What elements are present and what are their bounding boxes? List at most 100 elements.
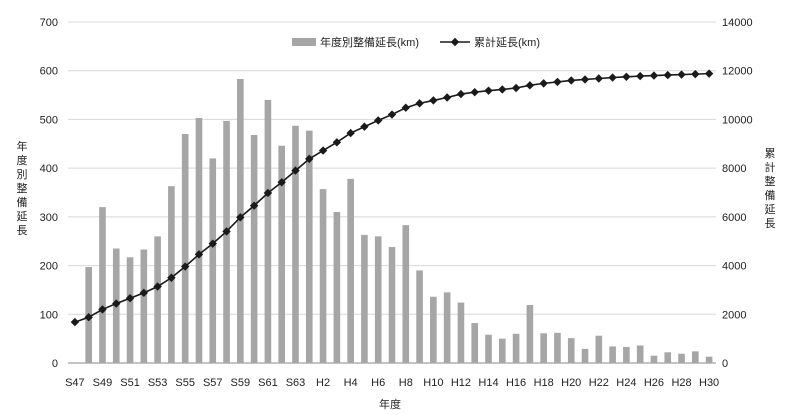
line-point: [498, 85, 507, 94]
bar: [361, 234, 368, 363]
axis-title-char: 度: [17, 153, 28, 167]
left-axis-title: 年度別整備延長: [17, 139, 28, 237]
x-tick-label: H20: [561, 377, 581, 389]
x-tick-label: S49: [93, 377, 113, 389]
x-axis-ticks: S47 S49 S51 S53 S55 S57 S59 S61 S63 H2 H4 H6 H8 H10 H1…: [65, 377, 719, 389]
line-point: [539, 79, 548, 88]
line-point: [442, 93, 452, 102]
x-tick-label: S51: [120, 377, 140, 389]
right-tick-label: 14000: [722, 17, 753, 29]
gridlines: [68, 21, 716, 364]
left-tick-label: 100: [40, 309, 58, 321]
line-point: [484, 86, 493, 95]
bar: [388, 247, 396, 363]
axis-title-char: 延: [765, 203, 776, 216]
bar: [678, 353, 685, 363]
x-axis-title: 年度: [379, 397, 401, 411]
line-point: [691, 69, 700, 79]
x-tick-label: S47: [65, 377, 85, 389]
line-point: [374, 116, 383, 125]
line-point: [291, 166, 300, 175]
bar: [664, 352, 672, 363]
line-point: [663, 70, 672, 80]
line-point: [249, 201, 259, 210]
bar: [650, 355, 658, 363]
bar: [126, 257, 134, 363]
bar: [443, 292, 451, 363]
bar: [140, 249, 148, 363]
bar: [485, 334, 492, 363]
x-tick-label: H8: [399, 377, 413, 389]
bar: [636, 345, 644, 363]
line-point: [139, 288, 149, 298]
line-point: [332, 138, 342, 147]
x-tick-label: H2: [316, 377, 330, 389]
bar: [223, 120, 230, 363]
bar: [554, 332, 561, 363]
line-point: [608, 73, 617, 82]
bar: [347, 178, 354, 363]
line-point: [125, 294, 135, 303]
bar: [540, 333, 547, 363]
bar: [250, 135, 258, 363]
legend-label-cumulative: 累計延長(km): [474, 35, 540, 49]
x-tick-label: H26: [644, 377, 664, 389]
bar: [471, 323, 479, 363]
bar: [705, 356, 713, 363]
axis-title-char: 累: [765, 147, 776, 160]
left-tick-label: 400: [40, 163, 58, 175]
axis-title-char: 計: [765, 160, 776, 174]
bar: [209, 158, 217, 363]
bar: [567, 338, 575, 363]
left-tick-label: 700: [40, 17, 58, 29]
left-tick-label: 0: [52, 358, 58, 370]
bar: [581, 348, 589, 363]
line-point: [70, 317, 80, 327]
line-point: [456, 89, 466, 99]
bar: [526, 305, 534, 363]
bar: [333, 211, 341, 363]
left-tick-label: 200: [40, 261, 58, 273]
line-point: [649, 71, 659, 80]
line-point: [112, 299, 121, 308]
bar: [181, 134, 189, 363]
line-point: [236, 213, 245, 222]
bar: [623, 346, 630, 363]
right-tick-label: 4000: [722, 261, 746, 273]
line-point: [635, 71, 645, 81]
bar: [609, 346, 616, 363]
legend: 年度別整備延長(km) 累計延長(km): [292, 35, 540, 49]
x-tick-label: S55: [175, 377, 195, 389]
right-axis-title: 累計整備延長: [765, 147, 776, 230]
bar: [402, 225, 410, 363]
right-tick-label: 10000: [722, 114, 753, 126]
bar: [278, 145, 286, 363]
bar: [264, 99, 272, 363]
line-point: [622, 72, 631, 82]
legend-marker-cumulative: [450, 37, 460, 47]
axis-title-char: 備: [765, 189, 776, 202]
line-point: [222, 227, 231, 236]
line-point: [167, 273, 176, 282]
line-point: [318, 146, 328, 155]
bar: [99, 207, 106, 363]
right-tick-label: 6000: [722, 212, 746, 224]
right-axis-ticks: 0 2000 4000 6000 8000 10000 12000 14000: [722, 17, 753, 370]
bar: [305, 130, 313, 363]
line-point: [525, 81, 535, 90]
legend-label-annual: 年度別整備延長(km): [320, 35, 419, 49]
axis-title-char: 年: [17, 139, 28, 153]
line-point: [153, 282, 162, 291]
x-tick-label: H30: [699, 377, 719, 389]
line-point: [511, 83, 521, 93]
right-tick-label: 12000: [722, 66, 753, 78]
x-tick-label: H16: [506, 377, 526, 389]
axis-title-char: 長: [17, 224, 28, 237]
line-point: [553, 77, 562, 87]
left-tick-label: 500: [40, 114, 58, 126]
axis-title-char: 整: [17, 181, 28, 195]
legend-swatch-annual: [292, 38, 316, 46]
bar: [595, 335, 603, 363]
line-point: [98, 305, 107, 314]
